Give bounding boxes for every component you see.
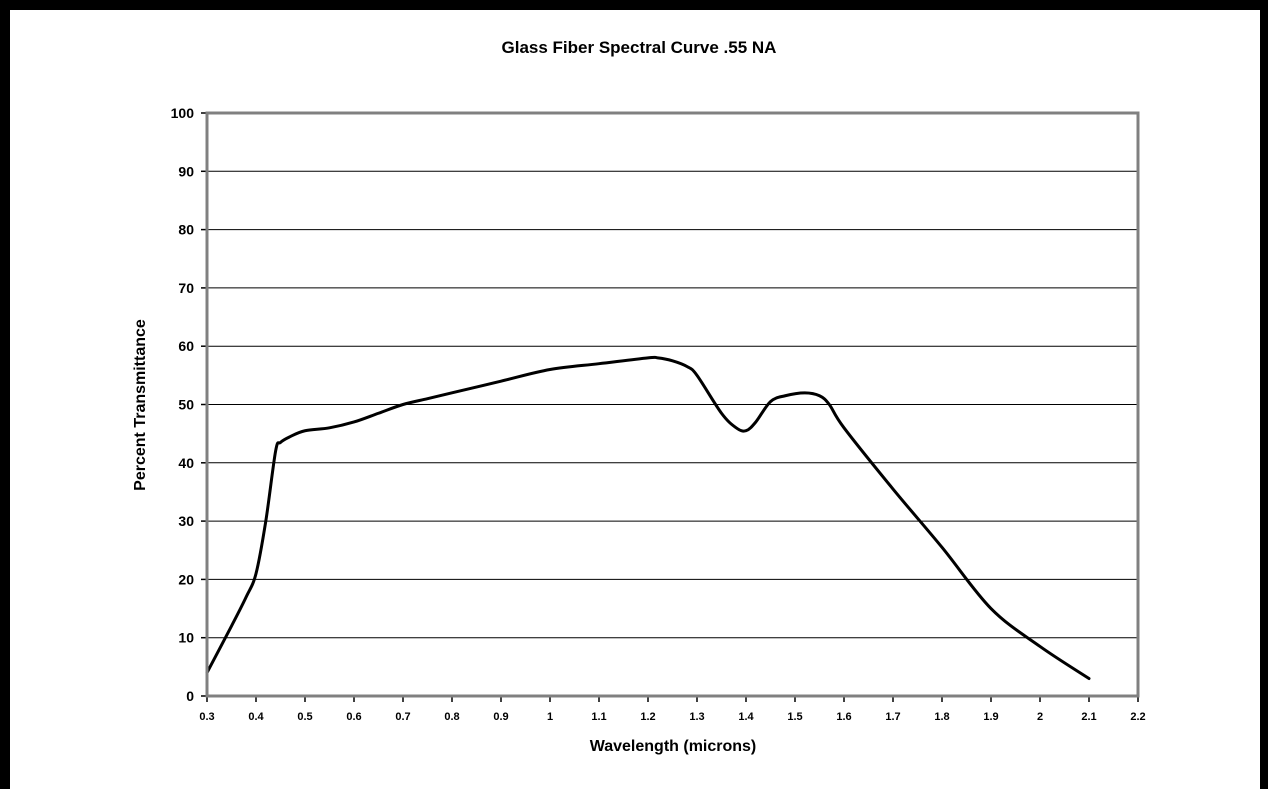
y-tick-label: 40: [178, 455, 194, 471]
x-tick-label: 0.4: [248, 711, 264, 723]
x-tick-label: 0.5: [297, 711, 312, 723]
x-tick-label: 1.6: [836, 711, 851, 723]
plot-area-border: [205, 111, 1140, 698]
x-tick-label: 1.3: [689, 711, 704, 723]
series-line: [205, 355, 1091, 681]
x-tick-label: 1.1: [591, 711, 606, 723]
x-tick-label: 1.7: [885, 711, 900, 723]
x-tick-label: 0.7: [395, 711, 410, 723]
y-axis-label: Percent Transmittance: [132, 319, 149, 491]
chart-title: Glass Fiber Spectral Curve .55 NA: [502, 38, 777, 57]
y-tick-label: 100: [171, 105, 195, 121]
x-axis-ticks: 0.3 0.4 0.5 0.6 0.7 0.8 0.9 1 1.1 1.2 1.3 1.4 1.5 1.6…: [199, 696, 1146, 723]
x-tick-label: 2: [1037, 711, 1043, 723]
x-tick-label: 0.3: [199, 711, 214, 723]
x-tick-label: 1.5: [787, 711, 802, 723]
gridlines: [207, 170, 1138, 639]
y-tick-label: 50: [178, 397, 194, 413]
y-tick-label: 10: [178, 630, 194, 646]
x-tick-label: 2.1: [1081, 711, 1096, 723]
y-tick-label: 30: [178, 513, 194, 529]
y-tick-label: 90: [178, 163, 194, 179]
y-tick-label: 70: [178, 280, 194, 296]
x-tick-label: 1: [547, 711, 553, 723]
x-tick-label: 0.9: [493, 711, 508, 723]
x-tick-label: 0.6: [346, 711, 361, 723]
y-tick-label: 60: [178, 338, 194, 354]
y-axis-ticks: 0 10 20 30 40 50 60 70 80 90 100: [171, 105, 207, 704]
y-tick-label: 20: [178, 571, 194, 587]
x-tick-label: 1.8: [934, 711, 949, 723]
x-tick-label: 0.8: [444, 711, 459, 723]
x-tick-label: 1.9: [983, 711, 998, 723]
x-axis-label: Wavelength (microns): [590, 738, 757, 755]
x-tick-label: 2.2: [1130, 711, 1145, 723]
x-tick-label: 1.2: [640, 711, 655, 723]
y-tick-label: 80: [178, 222, 194, 238]
x-tick-label: 1.4: [738, 711, 754, 723]
y-tick-label: 0: [186, 688, 194, 704]
